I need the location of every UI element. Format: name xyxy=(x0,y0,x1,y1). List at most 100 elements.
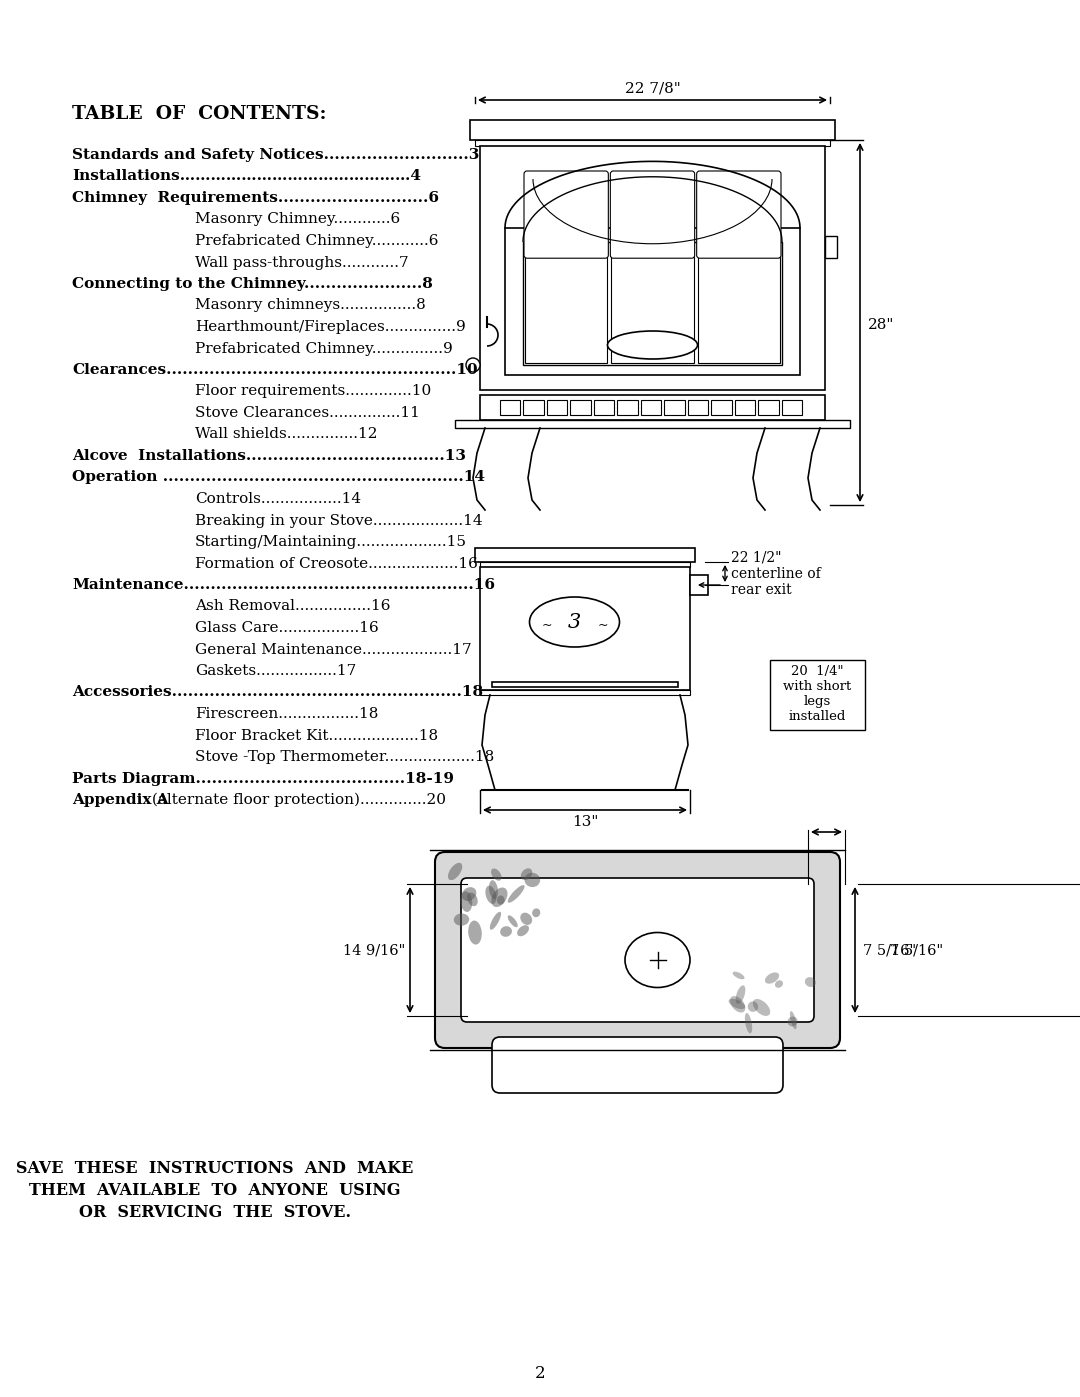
Text: 22 7/8": 22 7/8" xyxy=(624,81,680,95)
Ellipse shape xyxy=(625,933,690,988)
Bar xyxy=(546,400,567,415)
Text: Stove -Top Thermometer...................18: Stove -Top Thermometer..................… xyxy=(195,750,495,764)
Text: Starting/Maintaining...................15: Starting/Maintaining...................1… xyxy=(195,535,467,549)
Text: Chimney  Requirements............................6: Chimney Requirements....................… xyxy=(72,191,438,205)
Ellipse shape xyxy=(485,886,497,904)
Ellipse shape xyxy=(508,915,517,928)
Ellipse shape xyxy=(532,908,540,918)
Text: Wall shields...............12: Wall shields...............12 xyxy=(195,427,378,441)
Text: Stove Clearances...............11: Stove Clearances...............11 xyxy=(195,407,420,420)
Ellipse shape xyxy=(747,1002,758,1011)
Ellipse shape xyxy=(787,1017,798,1027)
Text: THEM  AVAILABLE  TO  ANYONE  USING: THEM AVAILABLE TO ANYONE USING xyxy=(29,1182,401,1199)
Bar xyxy=(594,400,615,415)
Text: SAVE  THESE  INSTRUCTIONS  AND  MAKE: SAVE THESE INSTRUCTIONS AND MAKE xyxy=(16,1160,414,1178)
Text: 3: 3 xyxy=(568,612,581,631)
Ellipse shape xyxy=(775,981,783,988)
Text: OR  SERVICING  THE  STOVE.: OR SERVICING THE STOVE. xyxy=(79,1204,351,1221)
Text: Masonry chimneys................8: Masonry chimneys................8 xyxy=(195,299,426,313)
Ellipse shape xyxy=(607,331,698,359)
FancyBboxPatch shape xyxy=(435,852,840,1048)
FancyBboxPatch shape xyxy=(697,170,781,258)
Text: Controls.................14: Controls.................14 xyxy=(195,492,361,506)
Text: ~: ~ xyxy=(597,619,608,631)
Ellipse shape xyxy=(448,863,462,880)
Ellipse shape xyxy=(732,972,744,979)
Ellipse shape xyxy=(730,996,745,1013)
Ellipse shape xyxy=(521,869,532,880)
FancyBboxPatch shape xyxy=(610,170,694,258)
Ellipse shape xyxy=(454,914,469,926)
Text: Clearances......................................................10: Clearances..............................… xyxy=(72,363,477,377)
Text: Masonry Chimney............6: Masonry Chimney............6 xyxy=(195,212,401,226)
Ellipse shape xyxy=(489,880,498,900)
Bar xyxy=(688,400,708,415)
Bar xyxy=(782,400,802,415)
Bar xyxy=(618,400,638,415)
Ellipse shape xyxy=(765,972,779,983)
Text: Gaskets.................17: Gaskets.................17 xyxy=(195,664,356,678)
Text: Operation ........................................................14: Operation ..............................… xyxy=(72,471,485,485)
Bar xyxy=(640,400,661,415)
Bar xyxy=(523,242,782,365)
Text: Prefabricated Chimney............6: Prefabricated Chimney............6 xyxy=(195,235,438,249)
Text: General Maintenance...................17: General Maintenance...................17 xyxy=(195,643,472,657)
Text: Appendix A: Appendix A xyxy=(72,793,168,807)
Text: Glass Care.................16: Glass Care.................16 xyxy=(195,622,379,636)
Bar xyxy=(505,228,800,374)
Text: Prefabricated Chimney...............9: Prefabricated Chimney...............9 xyxy=(195,341,453,355)
Bar xyxy=(455,420,850,427)
Bar xyxy=(570,400,591,415)
Text: Breaking in your Stove...................14: Breaking in your Stove..................… xyxy=(195,514,483,528)
Bar xyxy=(480,147,825,390)
Ellipse shape xyxy=(467,893,477,907)
Bar xyxy=(770,659,865,731)
Ellipse shape xyxy=(491,887,508,907)
Ellipse shape xyxy=(521,912,532,925)
Bar xyxy=(524,400,544,415)
Ellipse shape xyxy=(490,912,501,930)
Bar xyxy=(480,690,690,694)
Bar xyxy=(480,562,690,567)
Ellipse shape xyxy=(462,887,476,901)
Text: ~: ~ xyxy=(541,619,552,631)
Ellipse shape xyxy=(497,895,504,905)
Bar xyxy=(825,236,837,258)
Text: Installations………………………………………4: Installations………………………………………4 xyxy=(72,169,421,183)
Ellipse shape xyxy=(735,985,745,1004)
Bar xyxy=(492,682,678,687)
Bar xyxy=(611,257,693,363)
Text: Floor requirements..............10: Floor requirements..............10 xyxy=(195,384,431,398)
FancyBboxPatch shape xyxy=(524,170,608,258)
Text: Connecting to the Chimney......................8: Connecting to the Chimney...............… xyxy=(72,277,433,291)
FancyBboxPatch shape xyxy=(461,877,814,1023)
Ellipse shape xyxy=(805,977,815,988)
Text: 22 1/2"
centerline of
rear exit: 22 1/2" centerline of rear exit xyxy=(731,550,821,597)
Bar xyxy=(500,400,521,415)
Bar xyxy=(734,400,755,415)
Text: Standards and Safety Notices...........................3: Standards and Safety Notices............… xyxy=(72,148,480,162)
Text: Wall pass-throughs............7: Wall pass-throughs............7 xyxy=(195,256,408,270)
Ellipse shape xyxy=(460,891,472,912)
Ellipse shape xyxy=(500,926,512,937)
Text: Firescreen.................18: Firescreen.................18 xyxy=(195,707,378,721)
Ellipse shape xyxy=(745,1013,752,1034)
Bar xyxy=(690,576,708,595)
Text: Ash Removal................16: Ash Removal................16 xyxy=(195,599,391,613)
Text: 28": 28" xyxy=(868,319,894,332)
Text: TABLE  OF  CONTENTS:: TABLE OF CONTENTS: xyxy=(72,105,326,123)
Text: Parts Diagram.......................................18-19: Parts Diagram...........................… xyxy=(72,771,454,785)
Bar xyxy=(480,395,825,420)
FancyBboxPatch shape xyxy=(492,1037,783,1092)
Bar xyxy=(758,400,779,415)
Ellipse shape xyxy=(469,921,482,944)
Text: Formation of Creosote...................16: Formation of Creosote...................… xyxy=(195,556,477,570)
Text: Maintenance......................................................16: Maintenance.............................… xyxy=(72,578,495,592)
Text: 7 5/16": 7 5/16" xyxy=(863,943,916,957)
Ellipse shape xyxy=(789,1011,797,1030)
Text: Accessories......................................................18: Accessories.............................… xyxy=(72,686,483,700)
Bar xyxy=(470,120,835,140)
Bar xyxy=(711,400,731,415)
Text: 2: 2 xyxy=(535,1365,545,1382)
Text: 14 9/16": 14 9/16" xyxy=(342,943,405,957)
